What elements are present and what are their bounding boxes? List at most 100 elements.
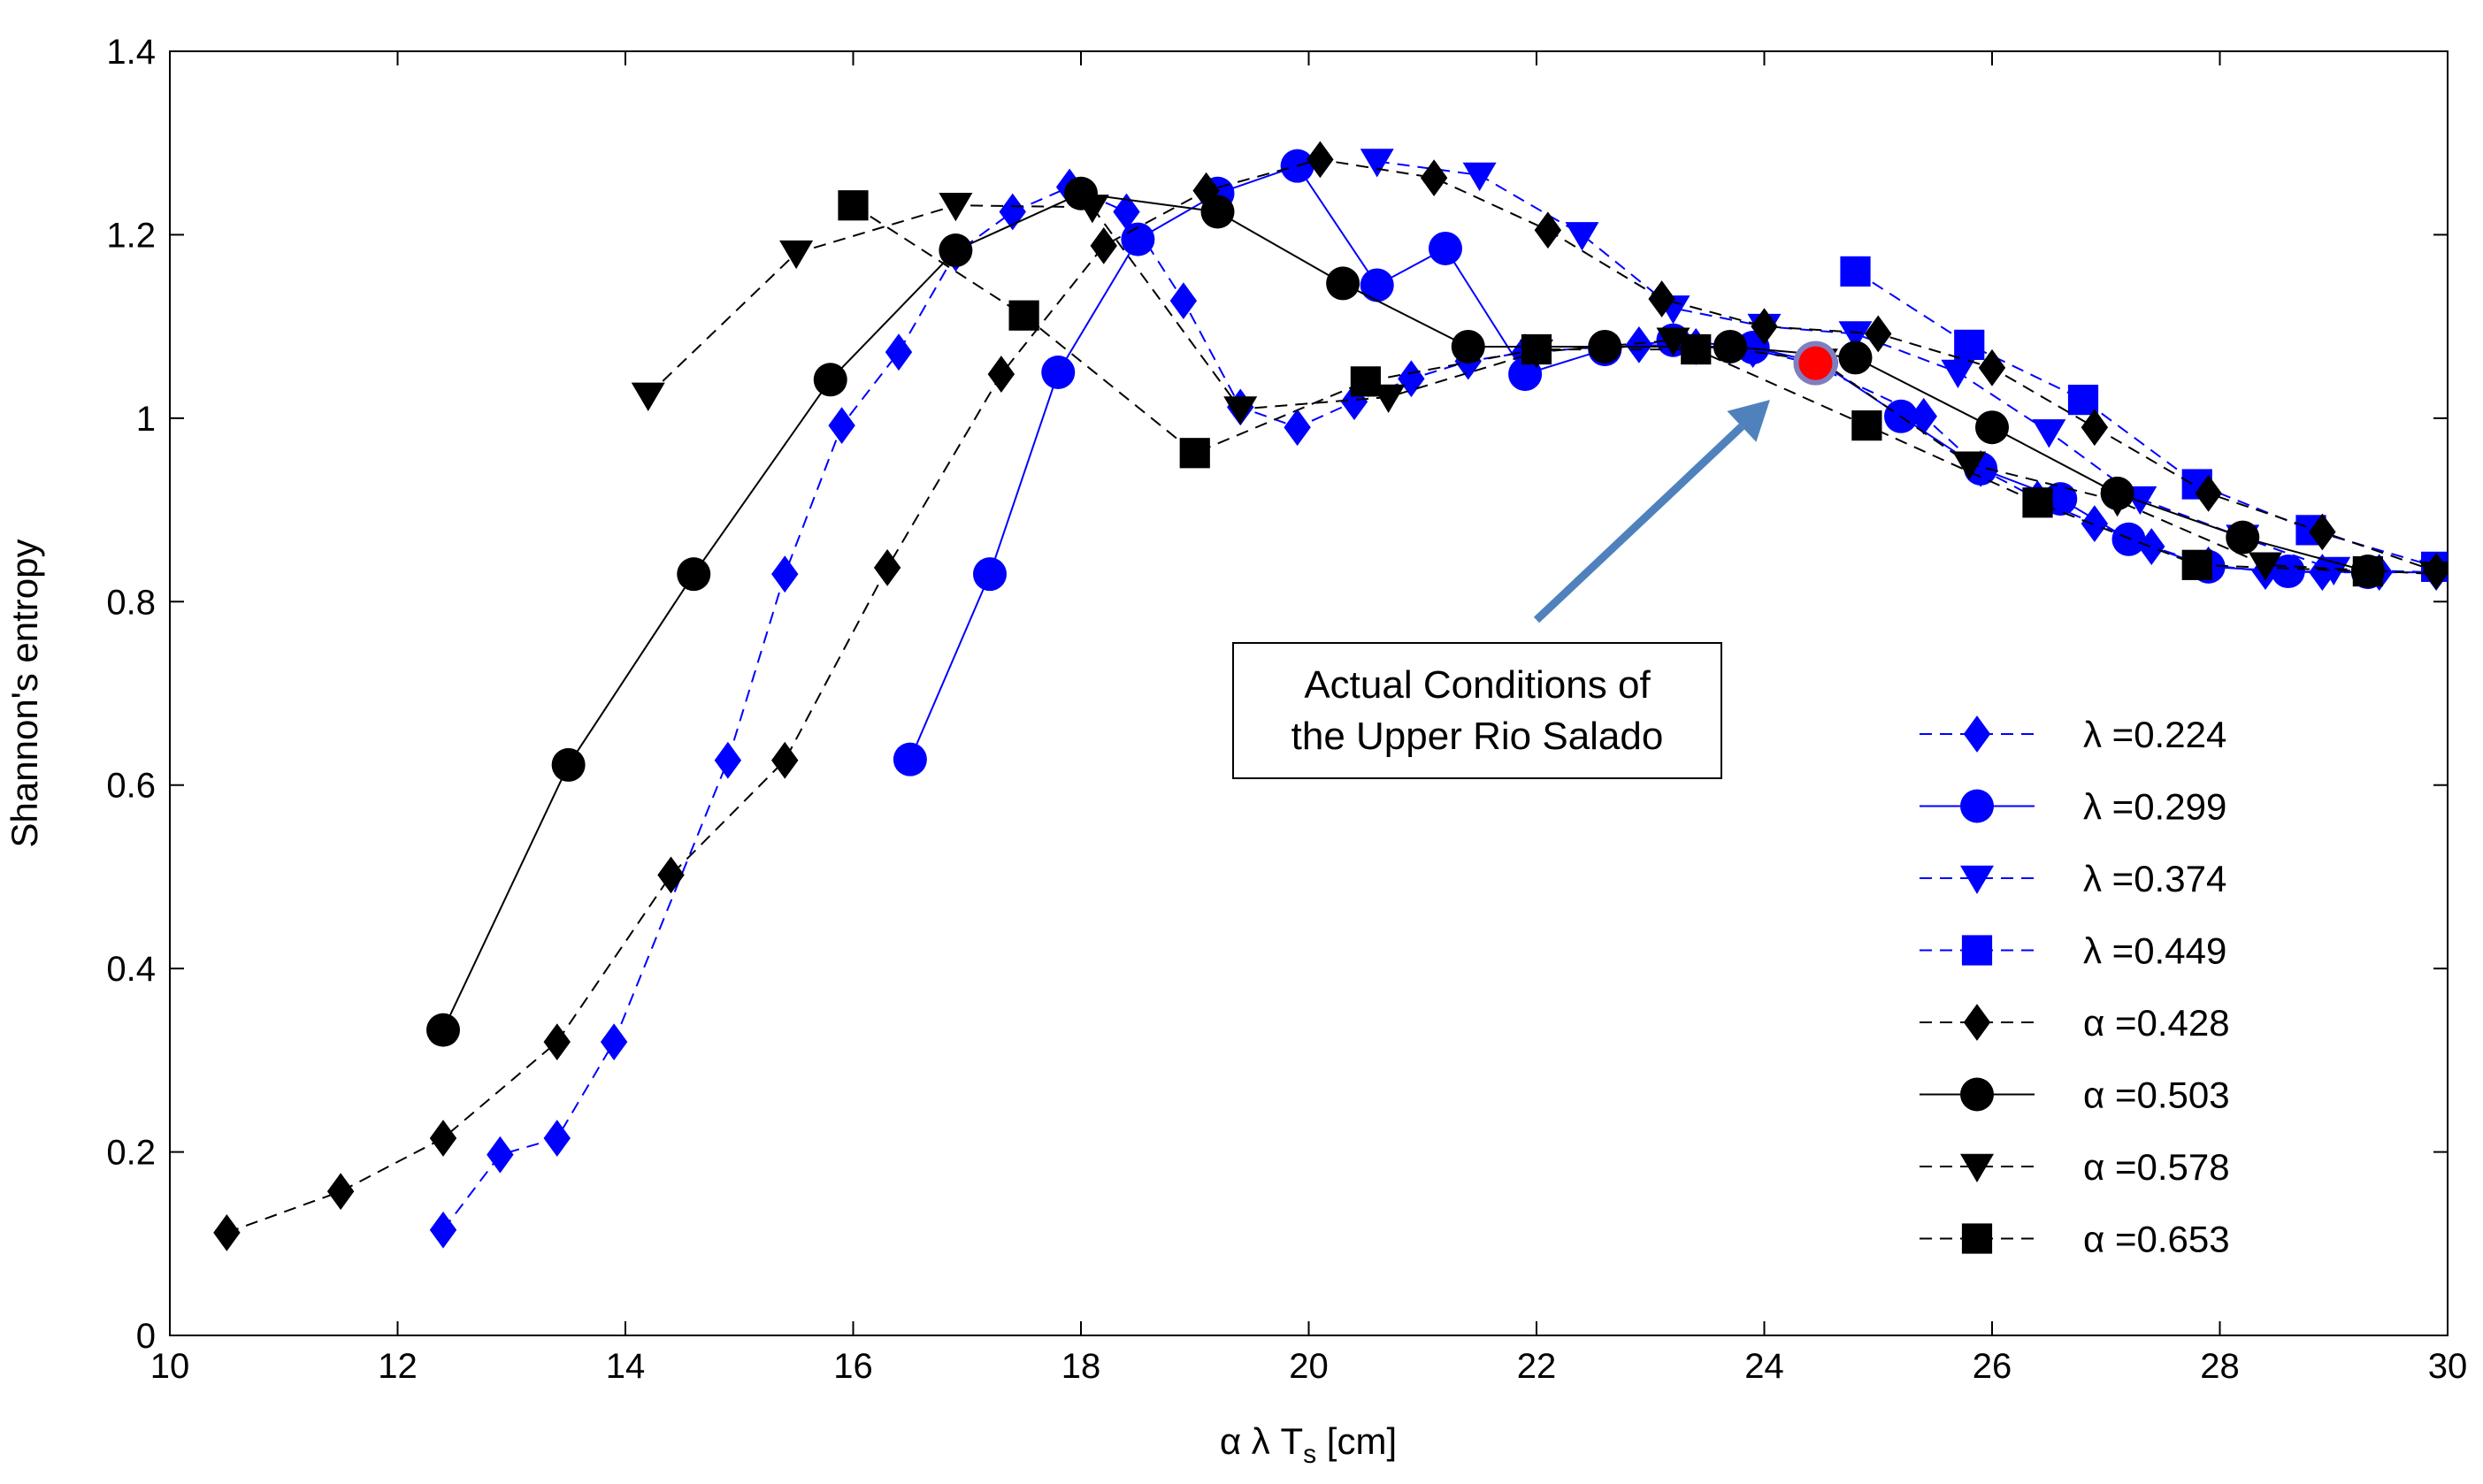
legend-marker	[1960, 865, 1994, 895]
data-point	[1954, 329, 1985, 360]
x-tick-label: 16	[833, 1347, 873, 1386]
data-point	[1565, 222, 1599, 251]
data-point	[631, 382, 665, 411]
data-point	[1075, 195, 1109, 224]
legend-item: α =0.428	[1920, 1002, 2230, 1044]
data-point	[1360, 268, 1394, 302]
data-point	[426, 1013, 460, 1047]
y-tick-label: 0.6	[106, 767, 156, 806]
legend-marker	[1961, 1223, 1993, 1254]
legend-marker	[1963, 1004, 1991, 1041]
x-tick-label: 18	[1061, 1347, 1101, 1386]
data-point	[1751, 308, 1778, 346]
data-point	[838, 190, 869, 221]
legend-label: α =0.428	[2083, 1002, 2230, 1044]
legend-item: α =0.653	[1920, 1219, 2230, 1260]
data-point	[1713, 329, 1747, 363]
legend-item: α =0.503	[1920, 1075, 2230, 1116]
data-point	[2181, 549, 2212, 580]
series-line	[852, 204, 2368, 573]
ticks: 10 12 14 16 18 20 22 24 26 28 30 0 0.2 0.4 0.6 0.8 1 1.2 1…	[106, 33, 2467, 1386]
annotation-text: Actual Conditions of	[1304, 663, 1651, 707]
y-tick-label: 0.2	[106, 1134, 156, 1173]
legend-marker	[1960, 1077, 1994, 1112]
data-point	[1284, 409, 1311, 447]
annotation-box	[1232, 642, 1722, 779]
data-point	[1462, 162, 1497, 192]
data-point	[1952, 451, 1987, 480]
data-point	[1534, 211, 1562, 249]
data-point	[714, 741, 742, 779]
data-point	[885, 333, 913, 371]
data-point	[2249, 552, 2282, 581]
data-point	[600, 1023, 628, 1061]
y-axis-label: Shannon's entropy	[4, 539, 45, 848]
data-point	[326, 1173, 355, 1211]
data-point	[1941, 359, 1975, 389]
data-point	[2309, 513, 2336, 551]
data-point	[779, 240, 814, 270]
series-5	[213, 141, 2448, 1251]
data-point	[677, 557, 711, 592]
data-point	[1910, 397, 1937, 435]
data-point	[2022, 487, 2053, 518]
legend-label: λ =0.299	[2083, 786, 2226, 828]
legend: λ =0.224 λ =0.299 λ =0.374 λ =0.449 α =0.428…	[1911, 706, 2300, 1278]
data-point	[1838, 340, 1873, 375]
data-point	[1179, 438, 1210, 469]
data-point	[1975, 410, 2009, 445]
data-point	[1851, 410, 1882, 441]
data-point	[1360, 149, 1394, 178]
legend-item: α =0.578	[1920, 1146, 2230, 1188]
data-point	[1648, 280, 1675, 317]
legend-marker	[1961, 935, 1993, 966]
data-point	[429, 1211, 457, 1249]
legend-marker	[1960, 1153, 1994, 1183]
data-point	[1121, 222, 1155, 256]
data-point	[2226, 520, 2260, 555]
annotation-layer: Actual Conditions of the Upper Rio Salado	[1232, 340, 1838, 779]
legend-marker	[1960, 789, 1994, 823]
data-point	[543, 1023, 571, 1061]
y-tick-label: 1.2	[106, 216, 156, 255]
data-point	[2081, 505, 2109, 543]
series-layer	[213, 141, 2448, 1251]
x-tick-label: 10	[150, 1347, 190, 1386]
data-point	[771, 555, 799, 593]
x-tick-label: 12	[378, 1347, 418, 1386]
data-point	[543, 1120, 571, 1157]
legend-label: α =0.578	[2083, 1146, 2230, 1188]
data-point	[1451, 329, 1485, 363]
data-point	[939, 233, 973, 268]
legend-item: λ =0.449	[1920, 930, 2226, 972]
data-point	[828, 407, 855, 445]
data-point	[551, 747, 586, 782]
annotation-arrow-head	[1727, 400, 1770, 442]
data-point	[429, 1120, 457, 1157]
data-point	[2100, 487, 2134, 517]
x-axis-label-sub: s	[1303, 1440, 1316, 1469]
data-point	[939, 192, 973, 222]
legend-label: α =0.653	[2083, 1219, 2230, 1260]
y-tick-label: 1	[136, 400, 156, 439]
series-line	[442, 192, 2369, 1031]
x-axis-label-main: α λ T	[1220, 1420, 1303, 1462]
data-point	[813, 363, 847, 397]
x-tick-label: 26	[1973, 1347, 2012, 1386]
data-point	[1326, 266, 1360, 301]
y-tick-label: 1.4	[106, 33, 156, 72]
y-tick-label: 0.4	[106, 950, 156, 989]
legend-item: λ =0.299	[1920, 786, 2226, 828]
legend-item: λ =0.224	[1920, 714, 2226, 755]
legend-label: λ =0.224	[2083, 714, 2226, 755]
x-tick-label: 22	[1517, 1347, 1557, 1386]
data-point	[1307, 141, 1334, 179]
data-point	[1429, 231, 1462, 265]
data-point	[1113, 193, 1140, 231]
data-point	[1840, 256, 1871, 287]
data-point	[213, 1213, 241, 1251]
series-line	[1854, 271, 2437, 568]
data-point	[1681, 333, 1712, 365]
data-point	[1008, 300, 1039, 331]
